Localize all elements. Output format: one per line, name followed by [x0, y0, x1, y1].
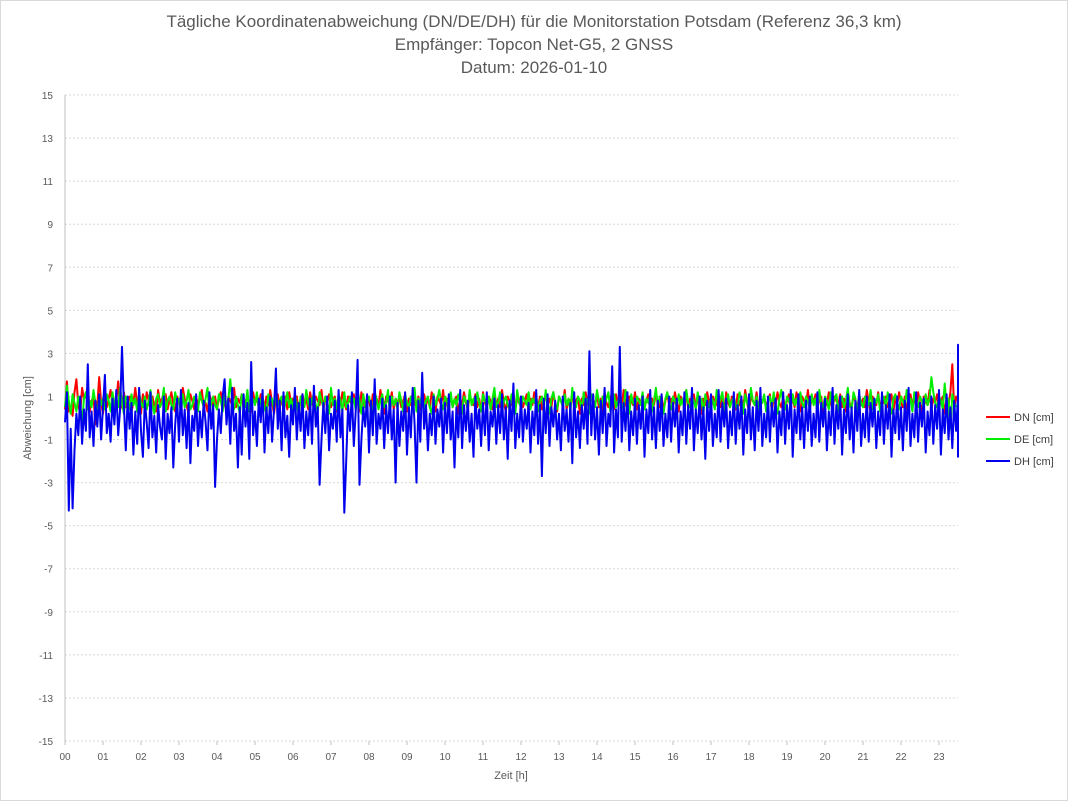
x-tick-label: 01	[97, 752, 109, 763]
y-tick-label: 1	[47, 392, 53, 403]
series-lines	[64, 343, 959, 514]
x-tick-label: 19	[781, 752, 793, 763]
x-tick-label: 23	[933, 752, 945, 763]
legend-label: DH [cm]	[1014, 456, 1054, 468]
legend: DN [cm] DE [cm] DH [cm]	[986, 412, 1054, 468]
x-tick-label: 14	[591, 752, 603, 763]
x-tick-label: 00	[59, 752, 71, 763]
y-tick-label: 5	[47, 306, 53, 317]
x-tick-label: 15	[629, 752, 641, 763]
y-tick-label: -13	[39, 694, 54, 705]
y-axis-label: Abweichung [cm]	[22, 376, 34, 460]
x-tick-label: 12	[515, 752, 527, 763]
x-tick-label: 05	[249, 752, 261, 763]
y-tick-label: -15	[39, 737, 54, 748]
y-tick-label: 9	[47, 220, 53, 231]
x-tick-label: 21	[857, 752, 869, 763]
chart-subtitle-receiver: Empfänger: Topcon Net-G5, 2 GNSS	[394, 35, 674, 54]
x-tick-label: 04	[211, 752, 223, 763]
x-tick-label: 08	[363, 752, 375, 763]
y-tick-label: -7	[44, 565, 53, 576]
x-tick-label: 22	[895, 752, 907, 763]
y-tick-label: -11	[39, 651, 53, 662]
x-tick-label: 16	[667, 752, 679, 763]
x-tick-label: 07	[325, 752, 337, 763]
x-tick-label: 20	[819, 752, 831, 763]
y-tick-label: -5	[44, 522, 53, 533]
x-tick-label: 03	[173, 752, 185, 763]
y-tick-label: -3	[44, 479, 53, 490]
x-axis-label: Zeit [h]	[494, 770, 528, 782]
y-tick-label: -1	[44, 436, 53, 447]
legend-label: DN [cm]	[1014, 412, 1054, 424]
x-tick-label: 11	[478, 752, 489, 763]
y-tick-label: 11	[43, 177, 54, 188]
y-tick-labels: 15 13 11 9 7 5 3 1 -1 -3 -5 -7 -9 -11 -13 -15	[39, 91, 54, 748]
series-line-dh	[64, 343, 959, 514]
x-tick-label: 18	[743, 752, 755, 763]
x-tick-label: 06	[287, 752, 299, 763]
y-tick-label: -9	[44, 608, 53, 619]
x-tick-label: 17	[705, 752, 717, 763]
y-tick-label: 15	[42, 91, 54, 102]
x-tick-label: 10	[439, 752, 451, 763]
x-tick-label: 13	[553, 752, 565, 763]
x-tick-label: 02	[135, 752, 147, 763]
chart-title: Tägliche Koordinatenabweichung (DN/DE/DH…	[166, 12, 902, 31]
legend-label: DE [cm]	[1014, 434, 1053, 446]
y-tick-label: 7	[47, 263, 53, 274]
y-tick-label: 3	[47, 349, 53, 360]
y-tick-label: 13	[42, 134, 54, 145]
x-tick-label: 09	[401, 752, 413, 763]
chart-subtitle-date: Datum: 2026-01-10	[460, 58, 608, 77]
x-tick-labels: 00 01 02 03 04 05 06 07 08 09 10 11 12 13 14 15 16 17 18 19…	[59, 741, 945, 763]
